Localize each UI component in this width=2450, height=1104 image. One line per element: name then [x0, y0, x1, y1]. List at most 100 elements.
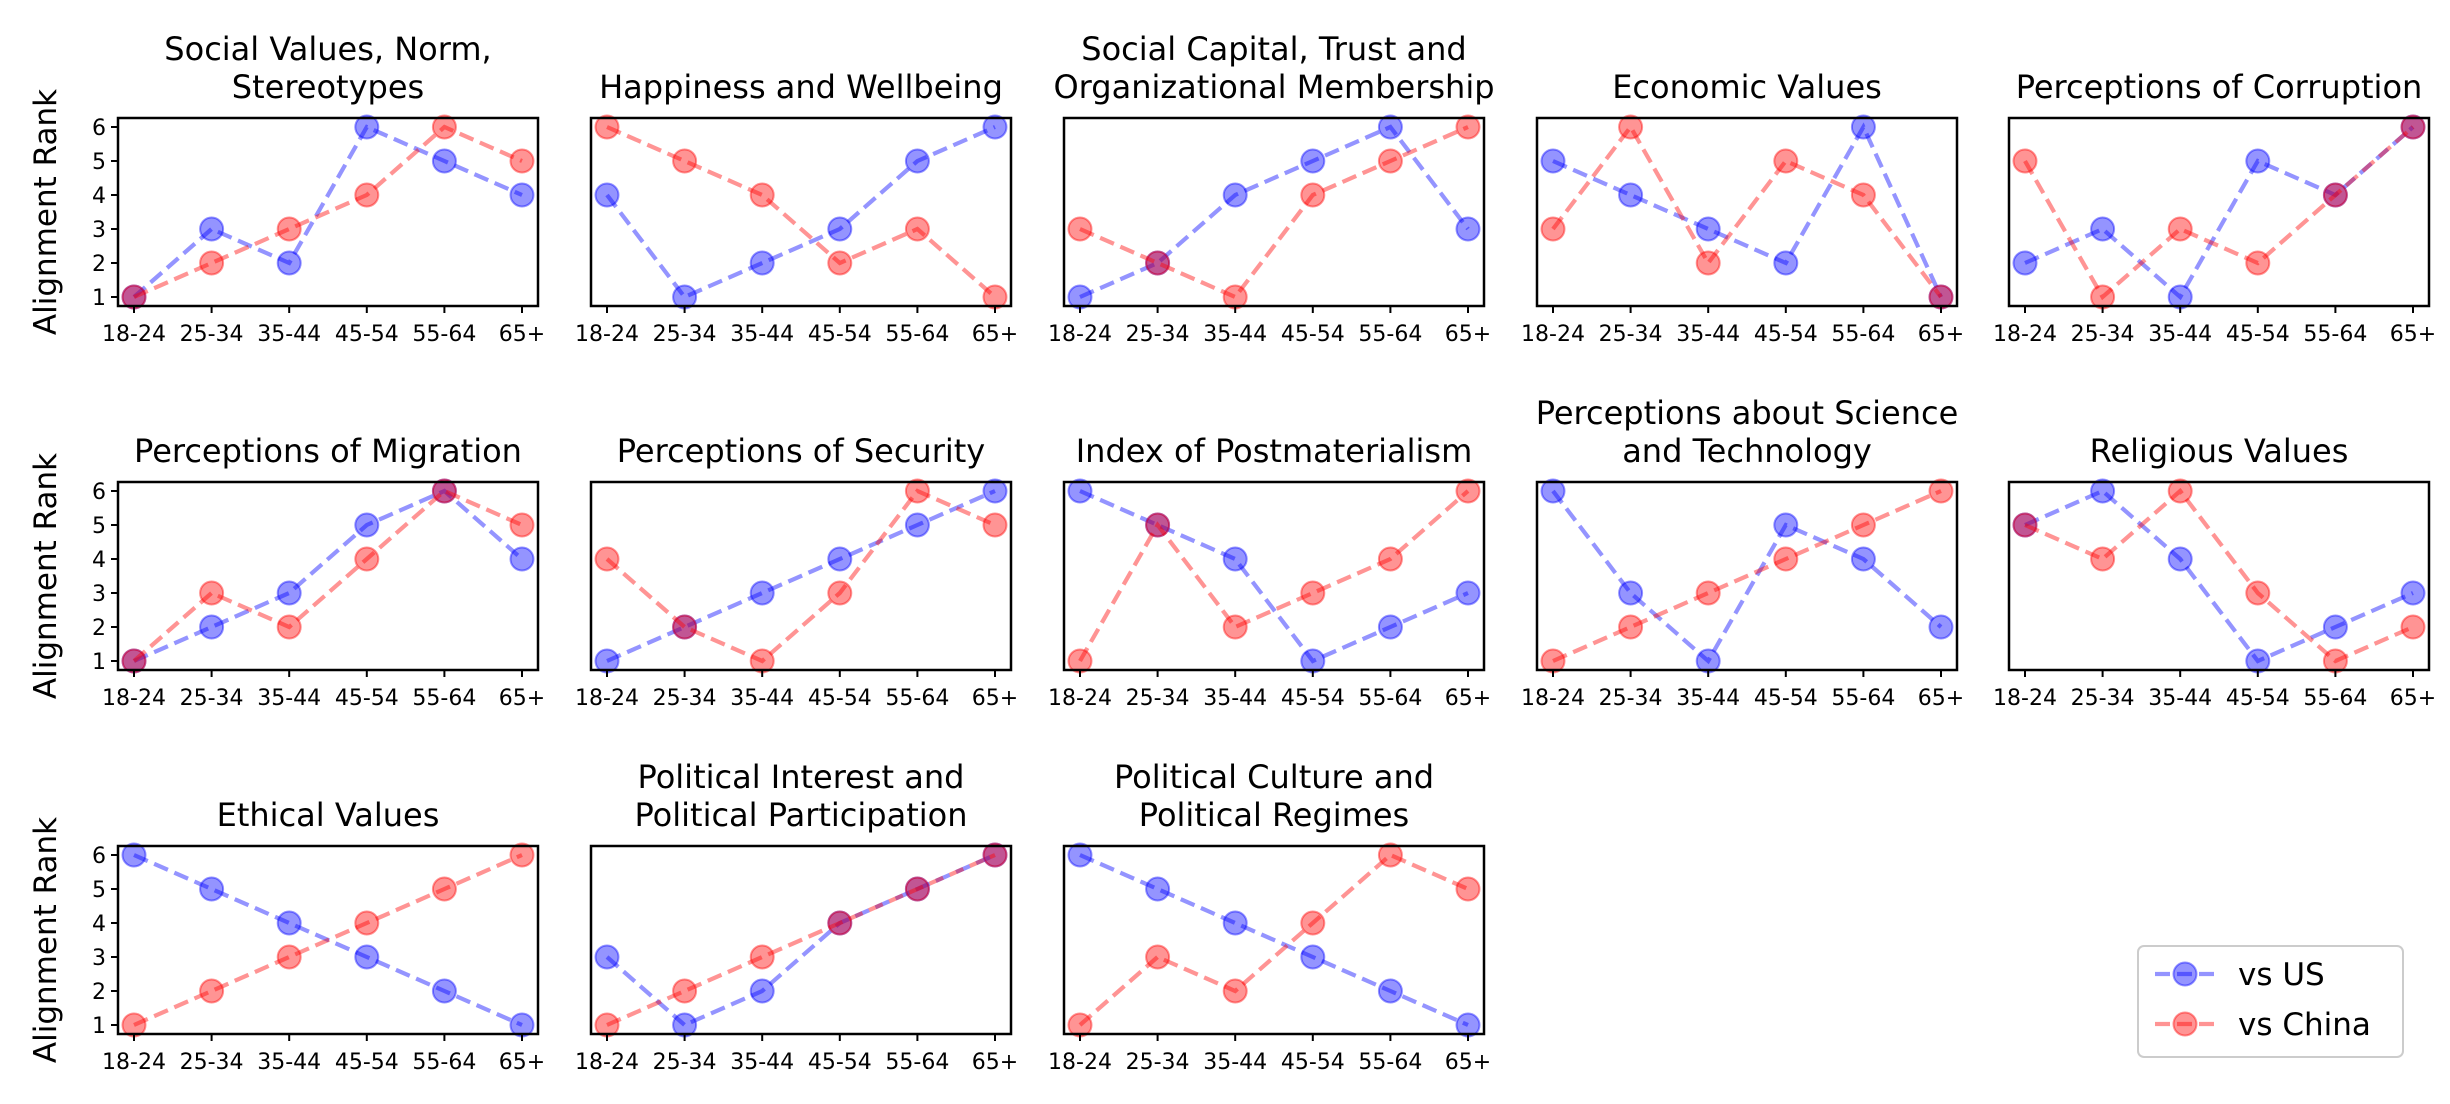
data-point [431, 478, 457, 504]
axes-frame [116, 116, 540, 308]
subplot-title: Ethical Values [217, 796, 440, 834]
subplot-title: Political Culture and Political Regimes [1114, 758, 1434, 834]
data-point [594, 546, 620, 572]
data-point [1377, 978, 1403, 1004]
data-point [1540, 148, 1566, 174]
x-tick-label: 35-44 [1676, 686, 1740, 711]
subplot-title-line: Index of Postmaterialism [1076, 432, 1473, 470]
x-tick-label: 65+ [1918, 322, 1964, 347]
x-tick-label: 55-64 [1831, 686, 1895, 711]
x-tick-label: 65+ [1445, 686, 1491, 711]
x-tick-label: 65+ [972, 322, 1018, 347]
x-tick-label: 35-44 [730, 686, 794, 711]
x-tick-label: 25-34 [2071, 322, 2135, 347]
subplot-title-line: Political Regimes [1139, 796, 1409, 834]
y-tick-label: 3 [92, 218, 106, 243]
axes-frame [589, 116, 1013, 308]
subplot-title-line: Perceptions of Security [617, 432, 985, 470]
data-point [2012, 512, 2038, 538]
series-line [2024, 488, 2414, 664]
subplot-title-line: Stereotypes [232, 68, 424, 106]
data-point [1300, 148, 1326, 174]
x-tick-label: 55-64 [885, 322, 949, 347]
x-tick-label: 35-44 [1203, 686, 1267, 711]
y-tick-label: 2 [92, 616, 106, 641]
data-point [121, 842, 147, 868]
subplot: Economic Values 18-24 25-34 35-44 45-54 55-64… [1521, 68, 1964, 347]
x-tick-label: 18-24 [1993, 322, 2057, 347]
x-tick-label: 45-54 [1281, 1050, 1345, 1075]
axes-frame [1062, 116, 1486, 308]
data-point [2400, 580, 2426, 606]
axes-frame [1062, 844, 1486, 1036]
data-point [1222, 182, 1248, 208]
x-tick-label: 18-24 [1521, 322, 1585, 347]
data-point [2245, 148, 2271, 174]
data-point [2090, 546, 2116, 572]
data-point [276, 250, 302, 276]
x-tick-label: 45-54 [1754, 686, 1818, 711]
x-tick-label: 25-34 [1126, 322, 1190, 347]
data-point [199, 614, 225, 640]
x-tick-label: 55-64 [885, 1050, 949, 1075]
data-point [827, 216, 853, 242]
data-point [1377, 148, 1403, 174]
subplot-title-line: Social Values, Norm, [164, 30, 491, 68]
legend: vs US vs China [2137, 945, 2404, 1058]
data-point [1377, 114, 1403, 140]
x-tick-label: 45-54 [335, 686, 399, 711]
y-tick-label: 3 [92, 582, 106, 607]
subplot: Index of Postmaterialism 18-24 25-34 35-44 4… [1048, 432, 1491, 711]
data-point [354, 944, 380, 970]
x-tick-label: 45-54 [335, 322, 399, 347]
x-tick-label: 25-34 [1126, 686, 1190, 711]
data-point [276, 614, 302, 640]
y-tick-label: 1 [92, 1014, 106, 1039]
data-point [594, 114, 620, 140]
data-point [1145, 512, 1171, 538]
data-point [1222, 546, 1248, 572]
subplot-title-line: Perceptions about Science [1536, 394, 1959, 432]
data-point [1850, 114, 1876, 140]
subplot-title: Political Interest and Political Particip… [635, 758, 968, 834]
x-tick-label: 55-64 [2303, 322, 2367, 347]
x-tick-label: 45-54 [2226, 322, 2290, 347]
data-point [904, 876, 930, 902]
data-point [276, 216, 302, 242]
series-line [1079, 853, 1469, 1027]
y-tick-label: 2 [92, 980, 106, 1005]
legend-frame [2137, 945, 2404, 1058]
series-line [133, 488, 524, 663]
data-point [1377, 546, 1403, 572]
data-point [2400, 614, 2426, 640]
x-tick-label: 65+ [972, 1050, 1018, 1075]
data-point [2322, 182, 2348, 208]
y-tick-label: 2 [92, 252, 106, 277]
y-tick-label: 3 [92, 946, 106, 971]
data-point [1850, 512, 1876, 538]
data-point [1773, 148, 1799, 174]
subplot: Happiness and Wellbeing 18-24 25-34 35-44 45… [575, 68, 1018, 347]
subplot-title-line: Happiness and Wellbeing [599, 68, 1003, 106]
data-point [354, 910, 380, 936]
data-point [904, 478, 930, 504]
x-tick-label: 35-44 [1676, 322, 1740, 347]
series-line [1079, 125, 1469, 300]
x-tick-label: 65+ [1918, 686, 1964, 711]
data-point [982, 512, 1008, 538]
x-tick-label: 55-64 [1831, 322, 1895, 347]
axes-frame [1535, 116, 1959, 308]
data-point [1145, 876, 1171, 902]
axes-frame [116, 844, 540, 1036]
subplot: Perceptions about Science and Technology 1… [1521, 394, 1964, 711]
data-point [2167, 546, 2193, 572]
series-line [2024, 125, 2415, 301]
x-tick-label: 45-54 [1281, 686, 1345, 711]
axes-frame [589, 480, 1013, 672]
x-tick-label: 55-64 [1358, 1050, 1422, 1075]
data-point [1928, 478, 1954, 504]
series-line [133, 124, 523, 299]
subplot-title: Economic Values [1612, 68, 1882, 106]
data-point [1928, 614, 1954, 640]
data-point [1695, 250, 1721, 276]
